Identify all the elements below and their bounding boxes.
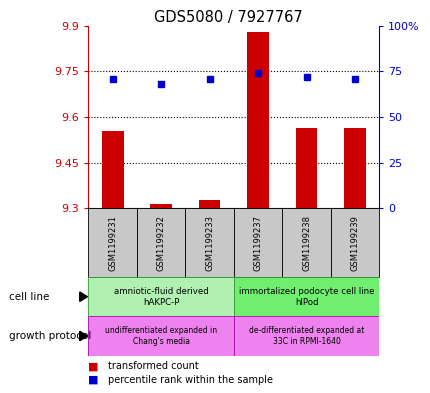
- Text: growth protocol: growth protocol: [9, 331, 91, 341]
- Text: transformed count: transformed count: [108, 361, 198, 371]
- Bar: [233, 316, 378, 356]
- Bar: [246, 31, 268, 208]
- Bar: [233, 208, 282, 277]
- Bar: [295, 128, 317, 208]
- Bar: [88, 277, 233, 316]
- Bar: [185, 208, 233, 277]
- Text: GSM1199233: GSM1199233: [205, 215, 214, 271]
- Bar: [343, 128, 365, 208]
- Bar: [282, 208, 330, 277]
- Text: GSM1199237: GSM1199237: [253, 215, 262, 271]
- Bar: [198, 200, 220, 208]
- Bar: [137, 208, 185, 277]
- Text: amniotic-fluid derived
hAKPC-P: amniotic-fluid derived hAKPC-P: [114, 286, 208, 307]
- Bar: [101, 130, 123, 208]
- Text: ■: ■: [88, 375, 98, 385]
- Bar: [150, 204, 172, 208]
- Bar: [330, 208, 378, 277]
- Bar: [88, 208, 137, 277]
- Text: immortalized podocyte cell line
hlPod: immortalized podocyte cell line hlPod: [238, 286, 373, 307]
- Bar: [88, 316, 233, 356]
- Polygon shape: [80, 331, 87, 341]
- Text: GSM1199231: GSM1199231: [108, 215, 117, 271]
- Text: cell line: cell line: [9, 292, 49, 302]
- Text: GSM1199232: GSM1199232: [156, 215, 165, 271]
- Text: GDS5080 / 7927767: GDS5080 / 7927767: [154, 10, 302, 25]
- Text: GSM1199239: GSM1199239: [350, 215, 359, 271]
- Text: de-differentiated expanded at
33C in RPMI-1640: de-differentiated expanded at 33C in RPM…: [248, 326, 363, 346]
- Text: percentile rank within the sample: percentile rank within the sample: [108, 375, 272, 385]
- Polygon shape: [80, 292, 87, 301]
- Text: ■: ■: [88, 361, 98, 371]
- Bar: [233, 277, 378, 316]
- Text: GSM1199238: GSM1199238: [301, 215, 310, 271]
- Text: undifferentiated expanded in
Chang's media: undifferentiated expanded in Chang's med…: [105, 326, 217, 346]
